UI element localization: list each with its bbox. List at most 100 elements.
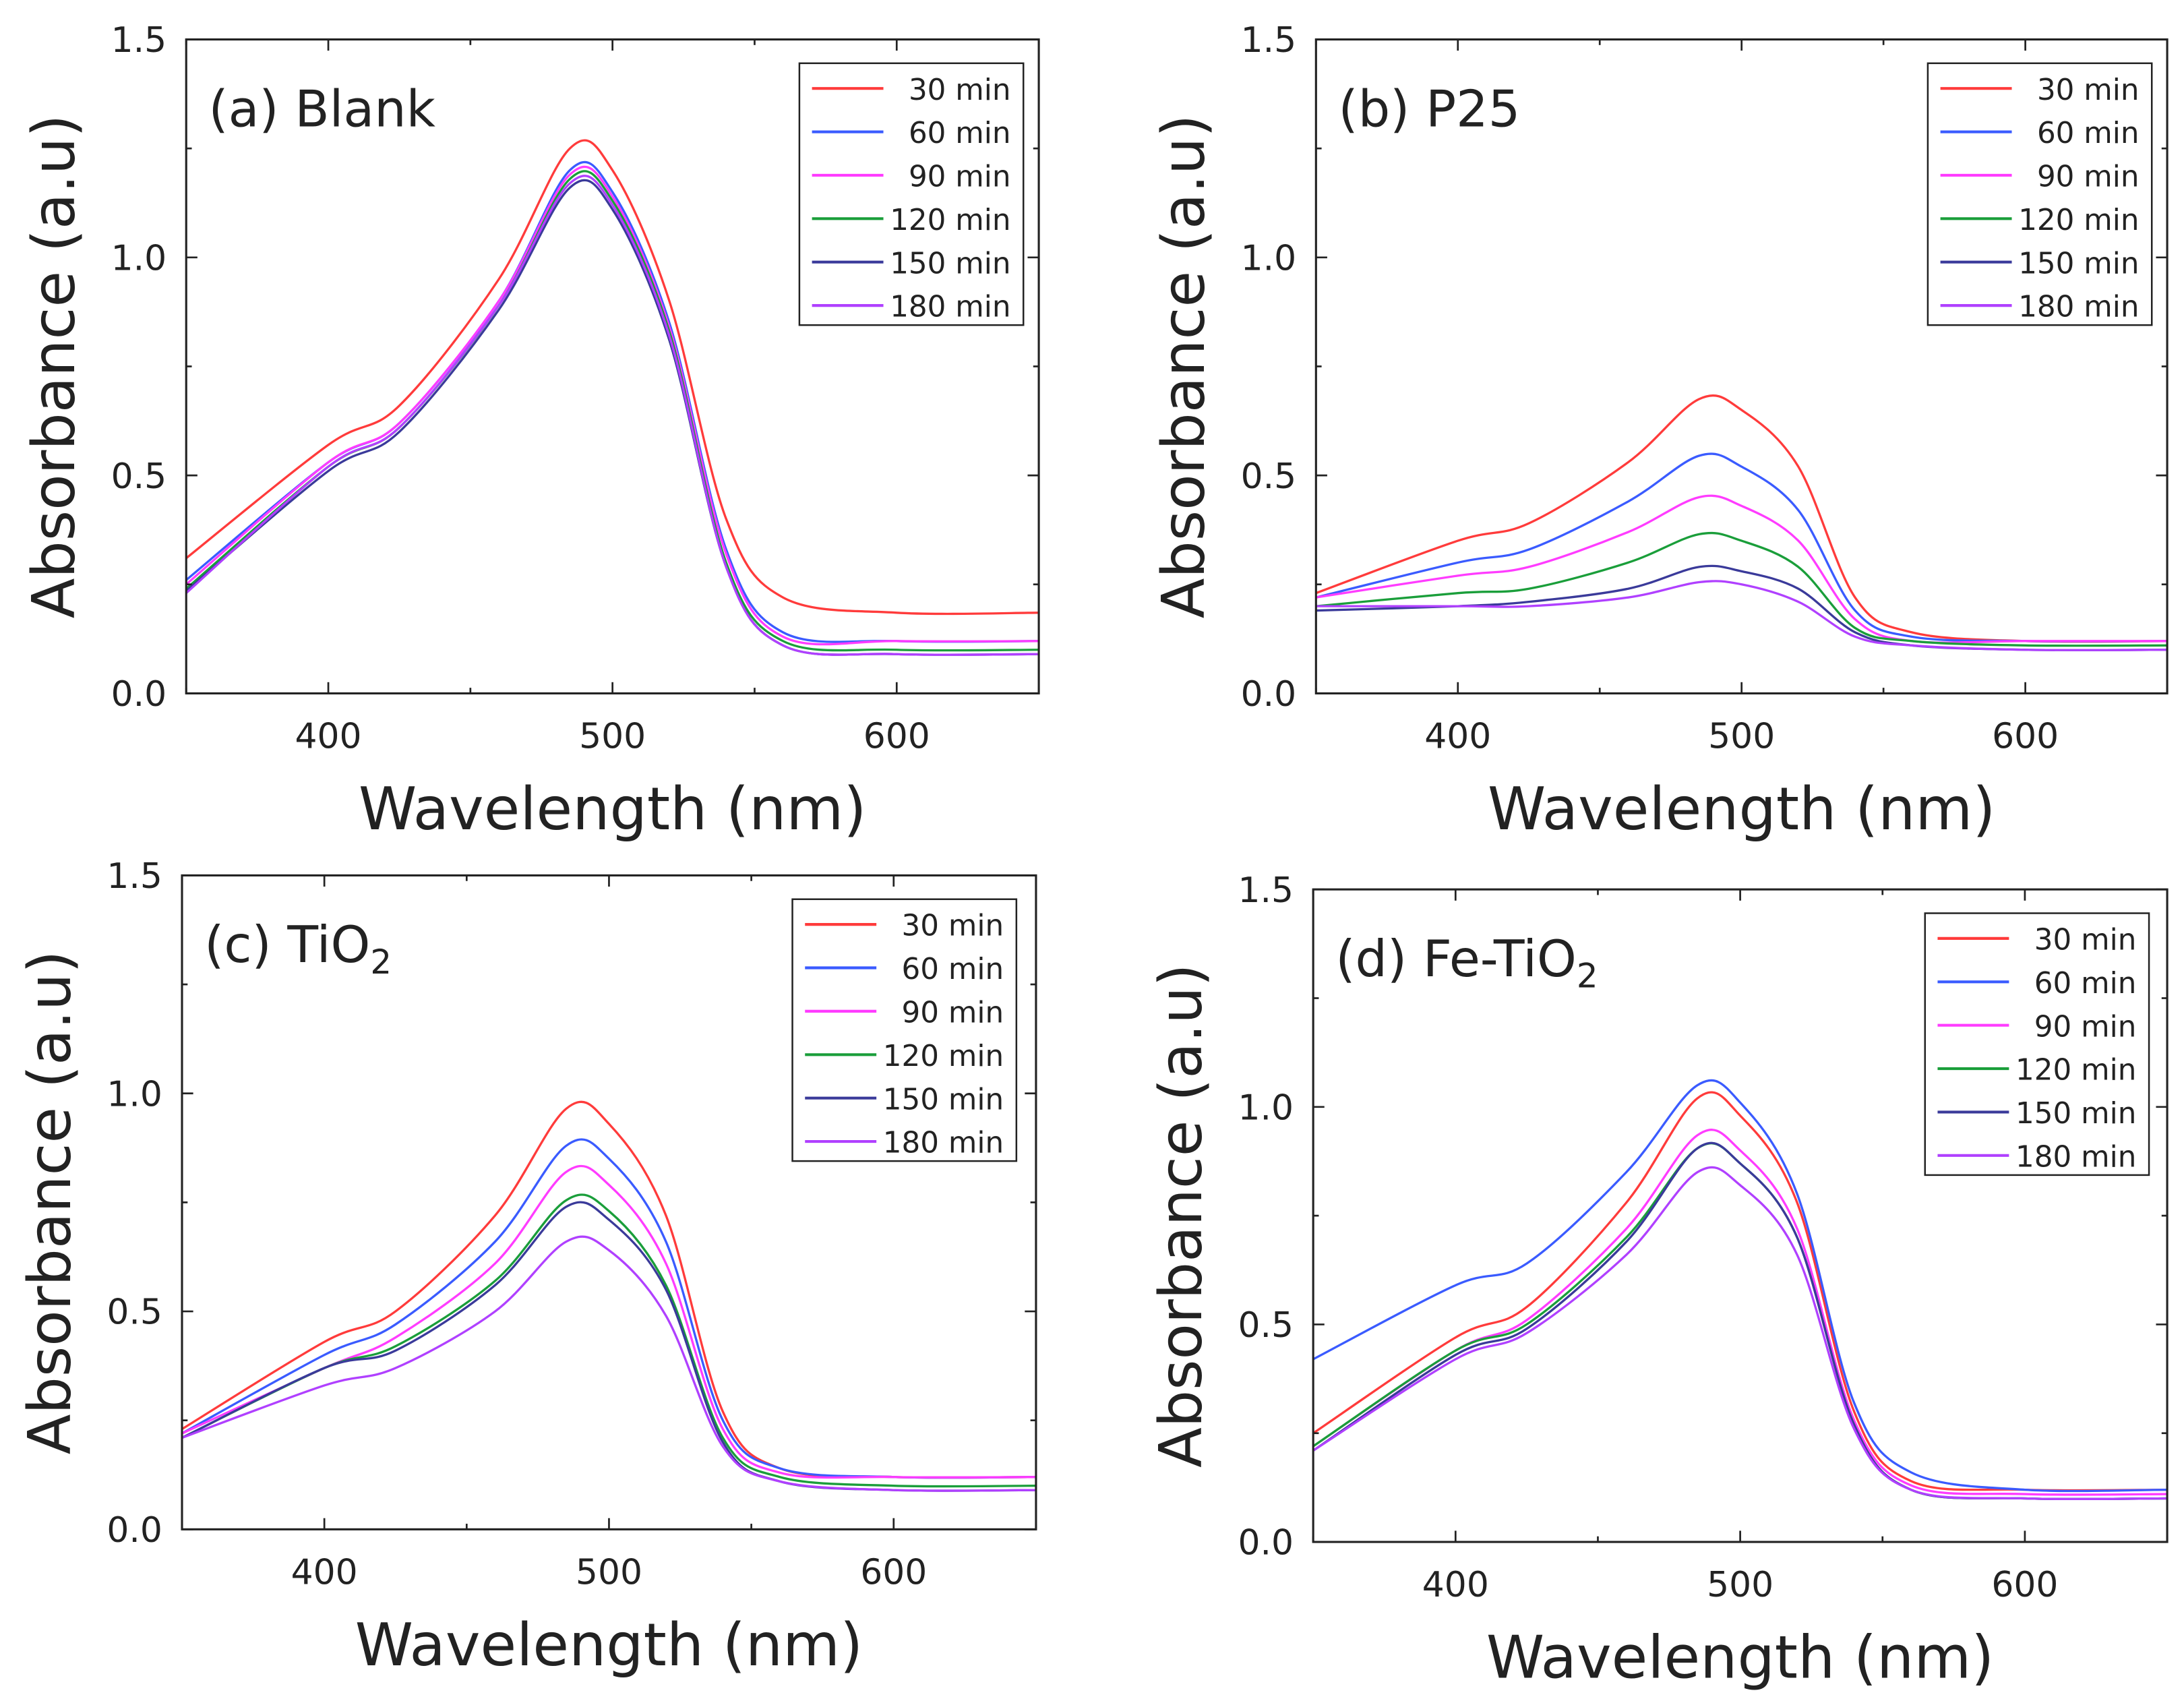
legend-label: 180 min xyxy=(890,291,1010,324)
series-group xyxy=(1316,394,2168,651)
x-tick-label: 400 xyxy=(1424,716,1491,756)
legend-box xyxy=(1927,62,2153,326)
x-tick-label: 500 xyxy=(576,1552,642,1592)
legend-box xyxy=(791,898,1018,1162)
series-line-120-min xyxy=(182,1193,1036,1488)
y-tick-label: 1.0 xyxy=(1241,239,1297,279)
y-tick-label: 0.5 xyxy=(1238,1305,1294,1346)
y-tick-label: 1.5 xyxy=(1241,20,1297,61)
y-axis-label: Absorbance (a.u) xyxy=(1147,963,1215,1468)
legend-label: 60 min xyxy=(902,953,1004,986)
series-line-60-min xyxy=(182,1138,1036,1479)
series-line-180-min xyxy=(186,175,1039,656)
legend-label: 120 min xyxy=(2018,204,2139,237)
legend-label: 180 min xyxy=(2015,1140,2136,1174)
series-line-60-min xyxy=(1313,1079,2168,1493)
legend-label: 90 min xyxy=(902,996,1004,1030)
legend-box xyxy=(798,62,1025,326)
series-group xyxy=(182,1100,1036,1492)
series-line-90-min xyxy=(1316,494,2168,644)
legend-label: 30 min xyxy=(902,910,1004,943)
legend-label: 150 min xyxy=(890,247,1010,280)
y-axis-label: Absorbance (a.u) xyxy=(16,951,84,1455)
panel-title-text: (c) TiO xyxy=(204,916,370,974)
series-line-30-min xyxy=(1316,394,2168,643)
series-line-180-min xyxy=(1313,1166,2168,1501)
series-line-30-min xyxy=(1313,1091,2168,1492)
series-line-150-min xyxy=(1313,1141,2168,1501)
legend-label: 60 min xyxy=(909,117,1011,150)
legend-label: 120 min xyxy=(2015,1054,2136,1087)
panel-title-text: (a) Blank xyxy=(208,80,435,138)
legend-label: 60 min xyxy=(2034,967,2137,1001)
series-line-60-min xyxy=(1316,452,2168,643)
y-tick-label: 0.5 xyxy=(107,1292,162,1333)
panel-title-subscript: 2 xyxy=(370,943,392,982)
panel-title: (d) Fe-TiO2 xyxy=(1335,930,1598,996)
x-axis-label: Wavelength (nm) xyxy=(355,1611,863,1679)
legend-label: 120 min xyxy=(890,204,1010,237)
chart-panel-1: 400 500 600 0.0 0.5 1.0 1.5 Wavelength (nm) Abso… xyxy=(1149,20,2168,843)
legend-label: 180 min xyxy=(883,1127,1004,1160)
legend-box xyxy=(1924,912,2150,1176)
x-tick-label: 600 xyxy=(1992,716,2059,756)
series-line-90-min xyxy=(182,1164,1036,1479)
y-tick-label: 1.5 xyxy=(111,20,167,61)
x-tick-label: 500 xyxy=(1707,1565,1773,1605)
x-tick-label: 400 xyxy=(1422,1565,1489,1605)
y-tick-label: 1.0 xyxy=(107,1074,162,1114)
x-axis-label: Wavelength (nm) xyxy=(1488,775,1995,843)
legend-label: 30 min xyxy=(909,73,1011,107)
x-tick-label: 500 xyxy=(579,716,646,756)
series-line-30-min xyxy=(186,139,1039,616)
y-axis-label: Absorbance (a.u) xyxy=(1149,115,1218,619)
panel-title: (a) Blank xyxy=(208,80,435,138)
legend-label: 120 min xyxy=(883,1040,1004,1073)
legend-label: 180 min xyxy=(2018,291,2139,324)
y-tick-label: 0.0 xyxy=(107,1510,162,1551)
panel-title-text: (d) Fe-TiO xyxy=(1335,930,1577,988)
x-tick-label: 400 xyxy=(295,716,361,756)
x-tick-label: 500 xyxy=(1708,716,1775,756)
y-tick-label: 1.5 xyxy=(1238,870,1294,911)
panel-title: (c) TiO2 xyxy=(204,916,392,982)
series-line-150-min xyxy=(182,1201,1036,1492)
series-line-120-min xyxy=(1313,1142,2168,1501)
legend-label: 150 min xyxy=(2015,1097,2136,1131)
y-tick-label: 0.5 xyxy=(111,456,167,497)
y-tick-label: 0.5 xyxy=(1241,456,1297,497)
x-tick-label: 600 xyxy=(860,1552,927,1592)
y-axis-label: Absorbance (a.u) xyxy=(20,115,88,619)
legend-label: 90 min xyxy=(2034,1010,2137,1044)
legend-label: 90 min xyxy=(2037,160,2140,194)
series-line-90-min xyxy=(1313,1129,2168,1496)
x-axis-label: Wavelength (nm) xyxy=(1486,1623,1994,1692)
legend-label: 150 min xyxy=(883,1083,1004,1116)
y-tick-label: 1.0 xyxy=(111,239,167,279)
series-group xyxy=(1313,1079,2168,1501)
panel-title: (b) P25 xyxy=(1339,80,1521,138)
x-axis-label: Wavelength (nm) xyxy=(359,775,866,843)
legend-label: 150 min xyxy=(2018,247,2139,280)
legend-label: 30 min xyxy=(2037,73,2140,107)
series-line-180-min xyxy=(1316,580,2168,651)
panel-title-subscript: 2 xyxy=(1577,957,1598,996)
y-tick-label: 0.0 xyxy=(111,674,167,715)
chart-panel-0: 400 500 600 0.0 0.5 1.0 1.5 Wavelength (nm) Abso… xyxy=(20,20,1040,843)
legend-label: 30 min xyxy=(2034,924,2137,957)
legend-label: 90 min xyxy=(909,160,1011,194)
series-group xyxy=(186,139,1039,656)
y-tick-label: 0.0 xyxy=(1241,674,1297,715)
series-line-90-min xyxy=(186,165,1039,646)
legend-label: 60 min xyxy=(2037,117,2140,150)
y-tick-label: 1.0 xyxy=(1238,1088,1294,1129)
y-tick-label: 0.0 xyxy=(1238,1523,1294,1563)
x-tick-label: 600 xyxy=(1991,1565,2058,1605)
x-tick-label: 600 xyxy=(863,716,930,756)
x-tick-label: 400 xyxy=(291,1552,358,1592)
chart-panel-3: 400 500 600 0.0 0.5 1.0 1.5 Wavelength (nm) Abso… xyxy=(1147,870,2168,1692)
y-tick-label: 1.5 xyxy=(107,856,162,897)
chart-panel-2: 400 500 600 0.0 0.5 1.0 1.5 Wavelength (nm) Abso… xyxy=(16,856,1037,1679)
series-line-180-min xyxy=(182,1235,1036,1492)
